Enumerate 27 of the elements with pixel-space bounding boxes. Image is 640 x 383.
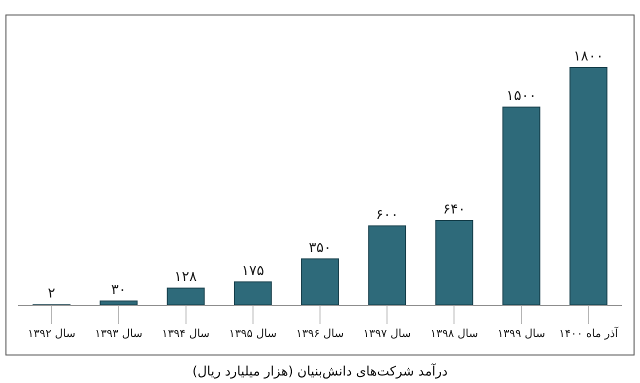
data-label: ۱۵۰۰ <box>506 88 536 104</box>
x-tick-label: سال ۱۳۹۲ <box>28 327 76 340</box>
x-tick-label: سال ۱۳۹۴ <box>162 327 210 340</box>
x-tick-label: سال ۱۳۹۹ <box>497 327 546 340</box>
data-label: ۶۰۰ <box>376 206 398 223</box>
data-label: ۳۵۰ <box>308 240 332 256</box>
data-label: ۲ <box>48 286 56 302</box>
bar <box>502 106 540 305</box>
text: درآمد شرکت‌های دانش‌بنیان (هزار میلیارد ریال) <box>192 362 448 380</box>
bar <box>368 225 406 305</box>
data-label: ۱۸۰۰ <box>573 48 604 64</box>
data-label: ۳۰ <box>111 282 126 298</box>
x-tick-label: سال ۱۳۹۵ <box>229 327 277 340</box>
x-tick-label: سال ۱۳۹۷ <box>363 327 411 340</box>
data-label: ۱۷۵ <box>242 262 264 279</box>
bar <box>234 281 272 305</box>
x-tick-label: سال ۱۳۹۸ <box>430 327 478 340</box>
x-tick-label: سال ۱۳۹۳ <box>94 327 143 340</box>
data-label: ۶۴۰ <box>442 202 466 218</box>
x-tick-label: سال ۱۳۹۶ <box>296 327 344 340</box>
x-tick-label: آذر ماه ۱۴۰۰ <box>558 326 619 340</box>
bar <box>100 300 138 305</box>
bar <box>435 220 474 305</box>
data-label: ۱۲۸ <box>174 269 198 286</box>
bar <box>569 67 608 305</box>
bar <box>301 258 339 305</box>
bar <box>166 288 205 305</box>
